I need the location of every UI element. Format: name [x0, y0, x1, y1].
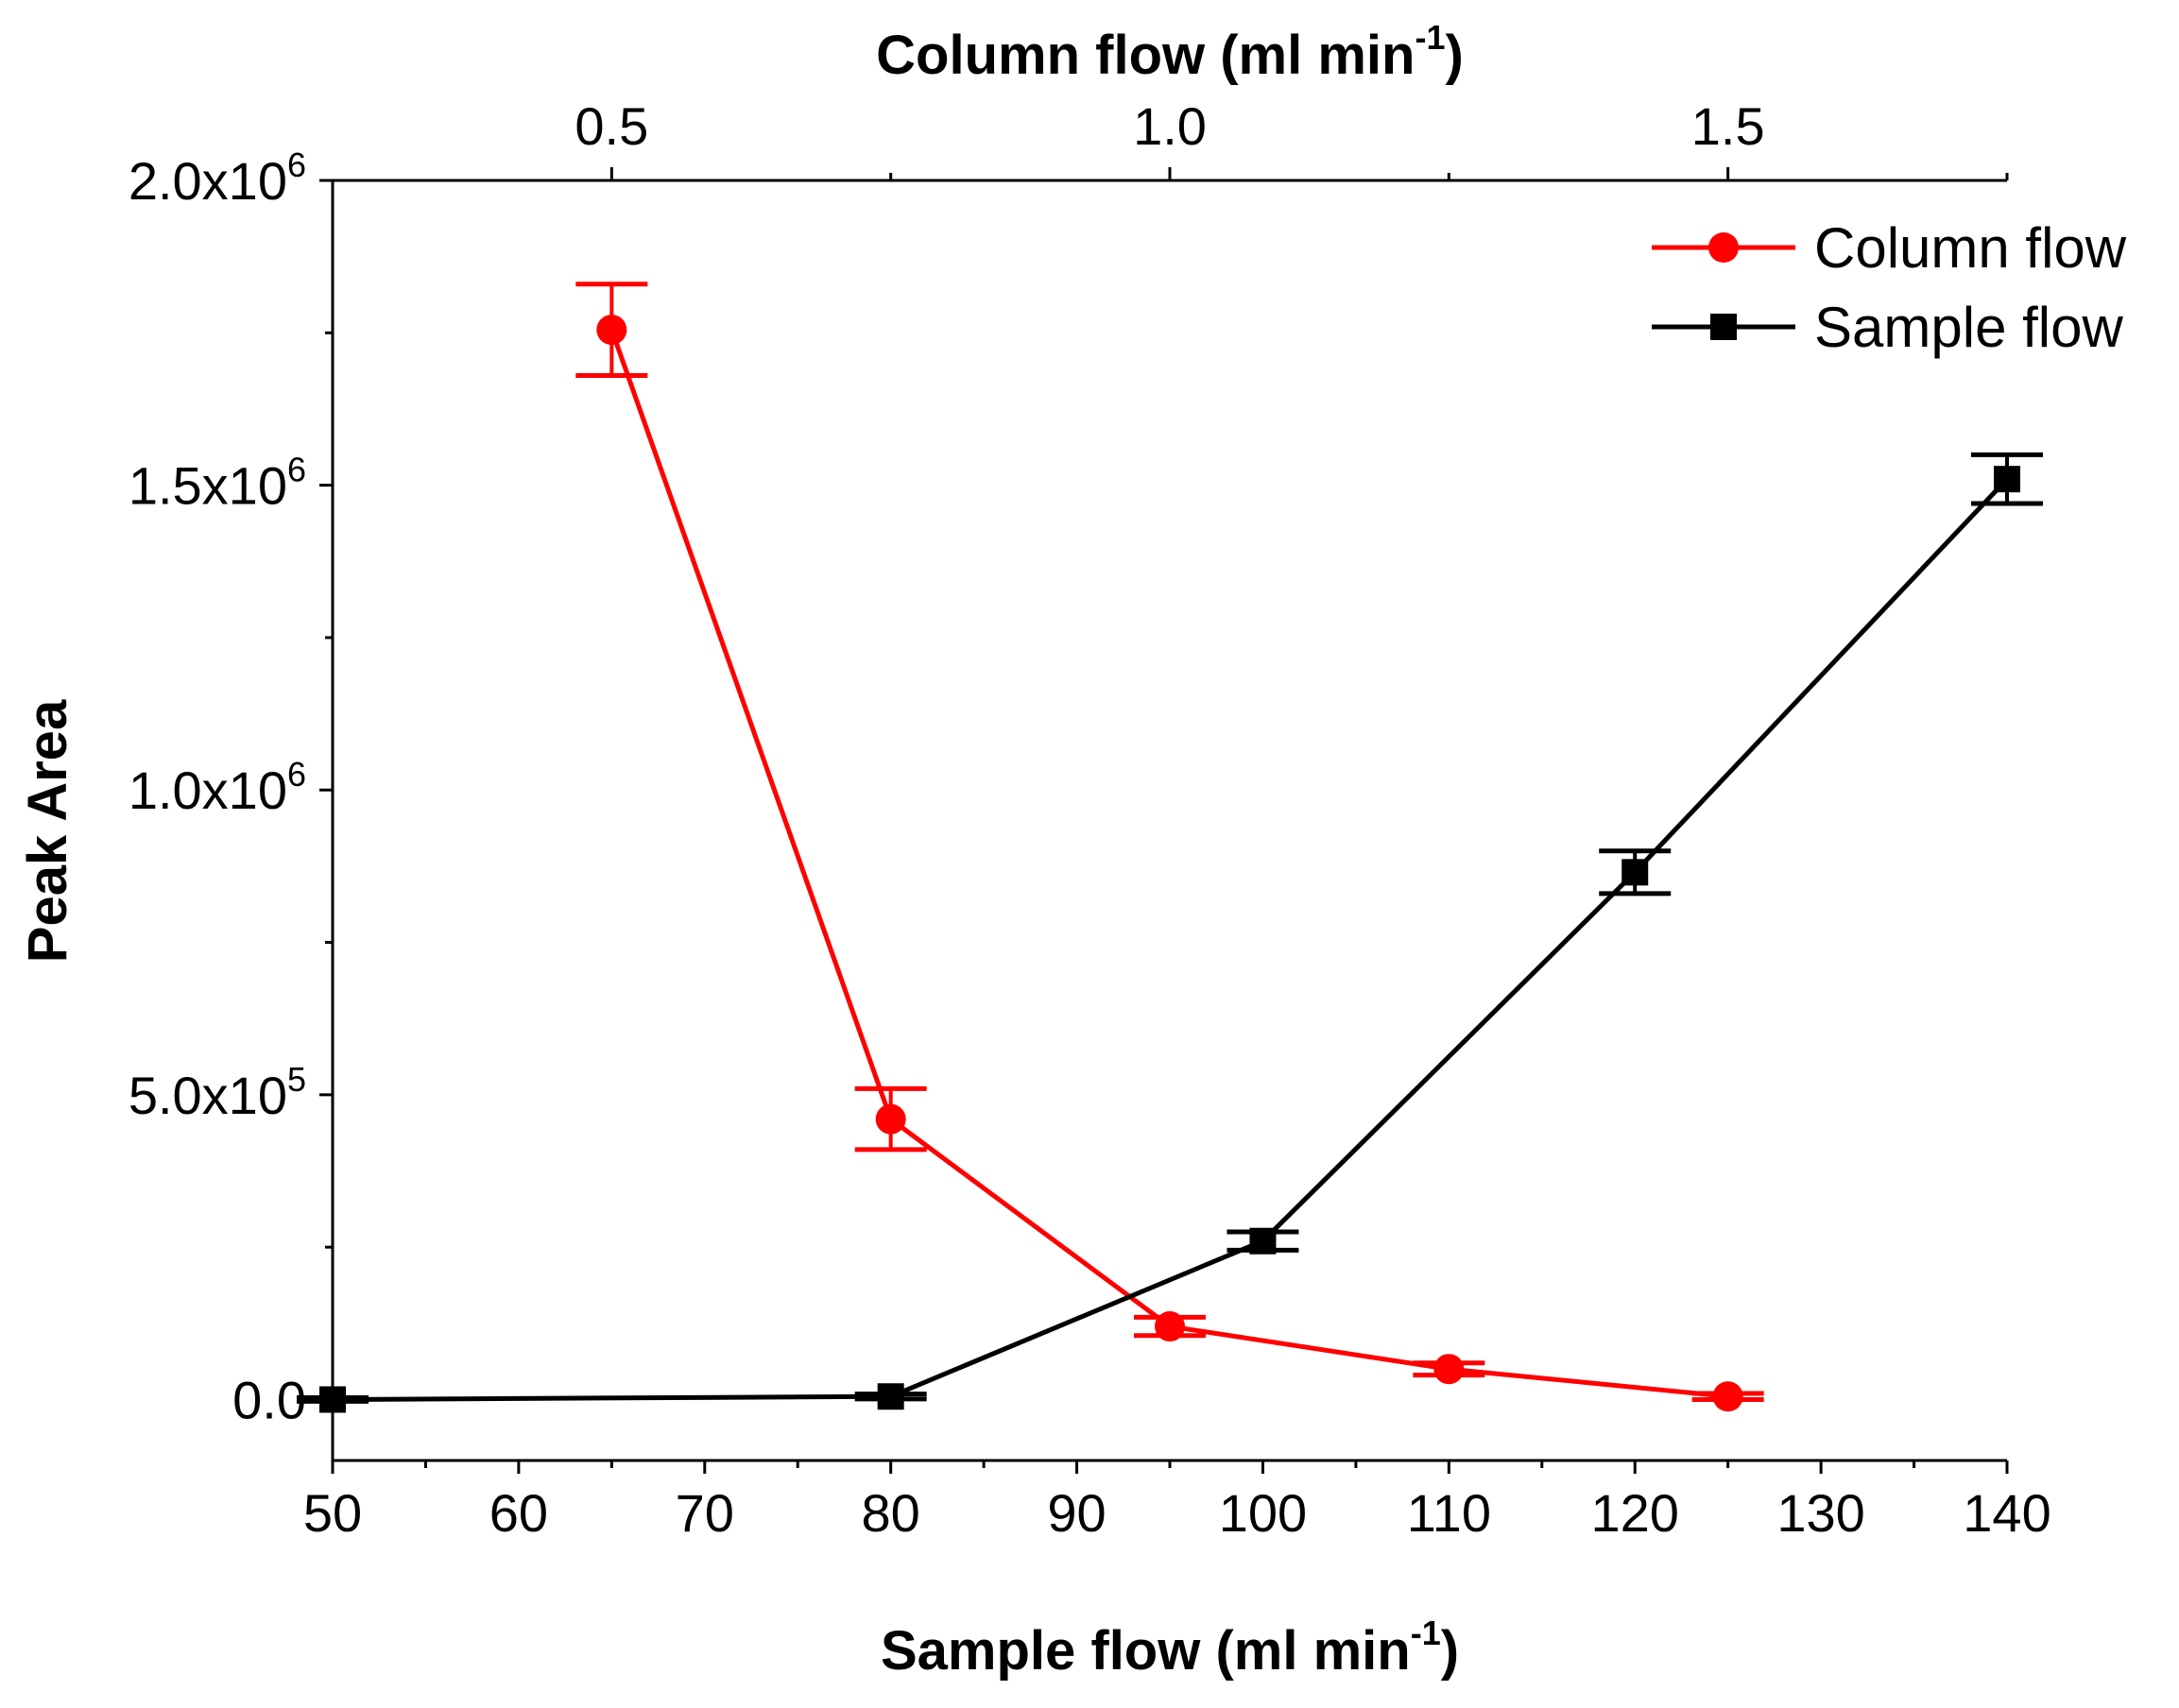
- y-tick-mantissa: 1.0x10: [129, 760, 287, 820]
- x-axis-bottom-title: Sample flow (ml min-1): [881, 1614, 1459, 1682]
- series-layer: [297, 282, 2043, 1413]
- data-point: [1994, 466, 2020, 493]
- y-tick-mantissa: 2.0x10: [129, 151, 287, 211]
- data-point: [875, 1103, 906, 1135]
- y-tick-label: 1.5x106: [129, 451, 306, 516]
- y-tick-exponent: 6: [287, 755, 306, 794]
- y-tick-label: 2.0x106: [129, 145, 306, 211]
- x-top-tick-label: 0.5: [575, 96, 648, 156]
- y-tick-label: 5.0x105: [129, 1060, 306, 1125]
- x-axis-top-title: Column flow (ml min-1): [876, 18, 1464, 86]
- y-tick-exponent: 5: [287, 1060, 306, 1099]
- data-point: [877, 1383, 904, 1410]
- legend-item-sample-flow: Sample flow: [1652, 296, 2123, 359]
- x-bottom-tick-label: 140: [1963, 1483, 2050, 1543]
- x-bottom-tick-label: 110: [1407, 1483, 1491, 1543]
- data-point: [1712, 1381, 1743, 1412]
- x-bottom-tick-label: 120: [1591, 1483, 1679, 1543]
- data-point: [1155, 1311, 1185, 1342]
- x-bottom-tick-label: 100: [1219, 1483, 1307, 1543]
- legend-label: Column flow: [1814, 216, 2127, 280]
- x-bottom-tick-label: 90: [1047, 1483, 1106, 1543]
- y-axis-title: Peak Area: [17, 699, 78, 963]
- data-point: [1249, 1227, 1277, 1255]
- data-point: [319, 1386, 346, 1413]
- data-point: [596, 315, 627, 346]
- x-bottom-tick-label: 80: [862, 1483, 920, 1543]
- y-tick-mantissa: 5.0x10: [129, 1066, 287, 1125]
- x-top-tick-label: 1.0: [1133, 96, 1207, 156]
- x-top-tick-label: 1.5: [1691, 96, 1765, 156]
- series-line-column-flow: [609, 329, 1728, 1399]
- legend-label: Sample flow: [1814, 296, 2123, 359]
- series-line-sample-flow: [332, 477, 2009, 1402]
- y-tick-exponent: 6: [287, 145, 306, 184]
- plot-frame: [331, 179, 2007, 1462]
- y-tick-exponent: 6: [287, 451, 306, 489]
- y-tick-mantissa: 1.5x10: [129, 456, 287, 516]
- legend: Column flow Sample flow: [1652, 216, 2127, 359]
- x-bottom-tick-label: 130: [1776, 1483, 1864, 1543]
- x-axis-bottom: 50 60 70 80 90 100 110 120 130 140: [303, 1460, 2051, 1543]
- series-sample-flow: [297, 452, 2043, 1413]
- legend-marker: [1710, 314, 1737, 340]
- x-bottom-tick-label: 70: [676, 1483, 734, 1543]
- legend-marker: [1708, 232, 1739, 263]
- x-axis-top: 0.5 1.0 1.5: [575, 96, 2009, 180]
- x-bottom-tick-label: 50: [303, 1483, 362, 1543]
- legend-item-column-flow: Column flow: [1652, 216, 2127, 280]
- data-point: [1433, 1354, 1465, 1385]
- y-tick-label: 1.0x106: [129, 755, 306, 820]
- y-tick-mantissa: 0.0: [232, 1370, 306, 1429]
- x-bottom-tick-label: 60: [489, 1483, 548, 1543]
- y-tick-label: 0.0: [232, 1370, 306, 1429]
- series-column-flow: [575, 282, 1764, 1412]
- data-point: [1621, 859, 1649, 886]
